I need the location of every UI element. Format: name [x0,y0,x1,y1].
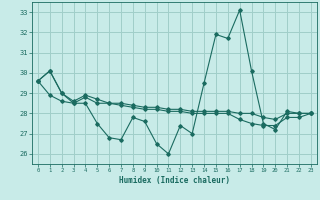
X-axis label: Humidex (Indice chaleur): Humidex (Indice chaleur) [119,176,230,185]
